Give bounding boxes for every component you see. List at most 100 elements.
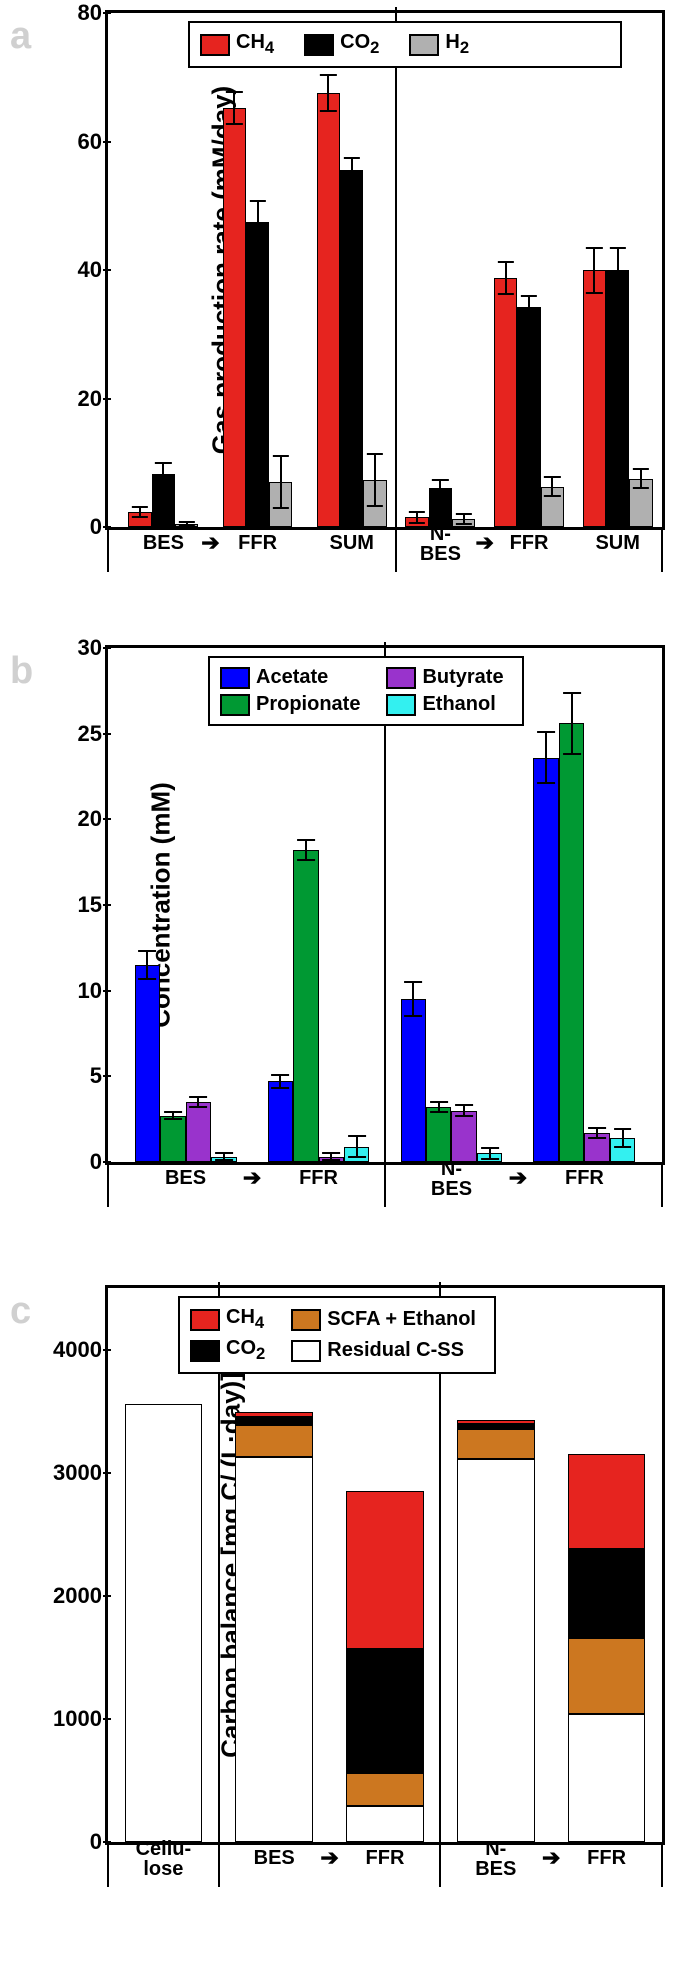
stack-segment — [235, 1457, 313, 1842]
x-group-label: SUM — [595, 532, 639, 555]
stack-segment — [568, 1454, 646, 1549]
x-group-label: FFR — [299, 1167, 338, 1190]
x-group-label: BES — [143, 532, 184, 555]
bar — [583, 270, 606, 527]
y-tick-label: 80 — [78, 0, 102, 26]
panel-b-yaxis: 051015202530 — [58, 648, 108, 1162]
bar — [135, 965, 160, 1162]
stack-segment — [235, 1417, 313, 1424]
stack-segment — [568, 1714, 646, 1842]
y-tick-label: 2000 — [53, 1583, 102, 1609]
x-group-label: FFR — [366, 1847, 405, 1870]
arrow-icon: ➔ — [509, 1165, 527, 1191]
bar — [223, 108, 246, 527]
bar — [268, 1081, 293, 1162]
y-tick-label: 1000 — [53, 1706, 102, 1732]
y-tick-label: 10 — [78, 978, 102, 1004]
y-tick-label: 4000 — [53, 1337, 102, 1363]
x-group-label: FFR — [565, 1167, 604, 1190]
y-tick-label: 30 — [78, 635, 102, 661]
panel-c-legend: CH4 SCFA + Ethanol CO2 Residual C-SS — [178, 1296, 496, 1374]
bar — [160, 1116, 185, 1162]
panel-b-plot: Concentration (mM) 051015202530 AcetateB… — [105, 645, 665, 1165]
legend-item: Residual C-SS — [291, 1337, 476, 1364]
panel-a-legend: CH4 CO2 H2 — [188, 21, 622, 68]
x-group-label: FFR — [510, 532, 549, 555]
stack-segment — [346, 1491, 424, 1649]
bar — [426, 1107, 451, 1162]
panel-a-plot: Gas production rate (mM/day) 020406080 C… — [105, 10, 665, 530]
panel-b-legend: Acetate Butyrate Propionate Ethanol — [208, 656, 524, 726]
arrow-icon: ➔ — [542, 1845, 560, 1871]
x-group-label: FFR — [587, 1847, 626, 1870]
legend-item: H2 — [409, 31, 469, 58]
legend-item: CH4 — [200, 31, 274, 58]
y-tick-label: 3000 — [53, 1460, 102, 1486]
bar — [559, 723, 584, 1162]
panel-b: b Concentration (mM) 051015202530 Acetat… — [10, 645, 675, 1275]
bar — [606, 270, 629, 527]
panel-a: a Gas production rate (mM/day) 020406080… — [10, 10, 675, 635]
legend-item: Propionate — [220, 693, 360, 716]
panel-a-yaxis: 020406080 — [58, 13, 108, 527]
y-tick-label: 0 — [90, 514, 102, 540]
x-group-label: N-BES — [475, 1839, 516, 1879]
legend-item: Butyrate — [386, 666, 503, 689]
panel-c-yaxis: 01000200030004000 — [58, 1288, 108, 1842]
legend-item: Ethanol — [386, 693, 503, 716]
x-group-label: SUM — [330, 532, 374, 555]
stack-segment — [457, 1429, 535, 1459]
legend-item: Acetate — [220, 666, 360, 689]
y-tick-label: 15 — [78, 892, 102, 918]
x-group-label: Cellu-lose — [136, 1839, 192, 1879]
arrow-icon: ➔ — [320, 1845, 338, 1871]
bar — [517, 307, 540, 527]
arrow-icon: ➔ — [243, 1165, 261, 1191]
figure: a Gas production rate (mM/day) 020406080… — [10, 10, 675, 1945]
y-tick-label: 20 — [78, 806, 102, 832]
bar — [186, 1102, 211, 1162]
panel-a-xaxis: BES FFR SUM N-BES FFR SUM ➔ ➔ — [108, 522, 662, 582]
bar — [451, 1111, 476, 1162]
panel-a-label: a — [10, 15, 31, 58]
x-group-label: BES — [254, 1847, 295, 1870]
y-tick-label: 40 — [78, 257, 102, 283]
y-tick-label: 0 — [90, 1829, 102, 1855]
y-tick-label: 60 — [78, 129, 102, 155]
panel-c-plot: Carbon balance [mg C/ (L·day)] 010002000… — [105, 1285, 665, 1845]
panel-c-label: c — [10, 1290, 31, 1333]
stack-segment — [346, 1649, 424, 1773]
x-group-label: N-BES — [420, 524, 461, 564]
legend-item: CO2 — [190, 1337, 265, 1364]
bar — [401, 999, 426, 1162]
bar — [533, 758, 558, 1162]
x-group-label: N-BES — [431, 1159, 472, 1199]
arrow-icon: ➔ — [476, 530, 494, 556]
legend-item: SCFA + Ethanol — [291, 1306, 476, 1333]
stack-segment — [235, 1412, 313, 1417]
arrow-icon: ➔ — [201, 530, 219, 556]
stack-segment — [568, 1638, 646, 1714]
panel-b-label: b — [10, 650, 33, 693]
y-tick-label: 20 — [78, 386, 102, 412]
y-tick-label: 0 — [90, 1149, 102, 1175]
bar — [293, 850, 318, 1162]
y-tick-label: 25 — [78, 721, 102, 747]
bar — [246, 222, 269, 527]
y-tick-label: 5 — [90, 1063, 102, 1089]
bar — [340, 170, 363, 527]
legend-item: CH4 — [190, 1306, 265, 1333]
bar — [494, 278, 517, 527]
legend-item: CO2 — [304, 31, 379, 58]
bar — [317, 93, 340, 527]
stack-segment — [346, 1773, 424, 1806]
x-group-label: BES — [165, 1167, 206, 1190]
stack-segment — [457, 1424, 535, 1429]
stack-segment — [235, 1425, 313, 1457]
stack-segment — [457, 1420, 535, 1424]
panel-c: c Carbon balance [mg C/ (L·day)] 0100020… — [10, 1285, 675, 1945]
stack-segment — [457, 1459, 535, 1842]
stack-segment — [125, 1404, 203, 1842]
panel-a-bars — [108, 13, 662, 527]
x-group-label: FFR — [238, 532, 277, 555]
